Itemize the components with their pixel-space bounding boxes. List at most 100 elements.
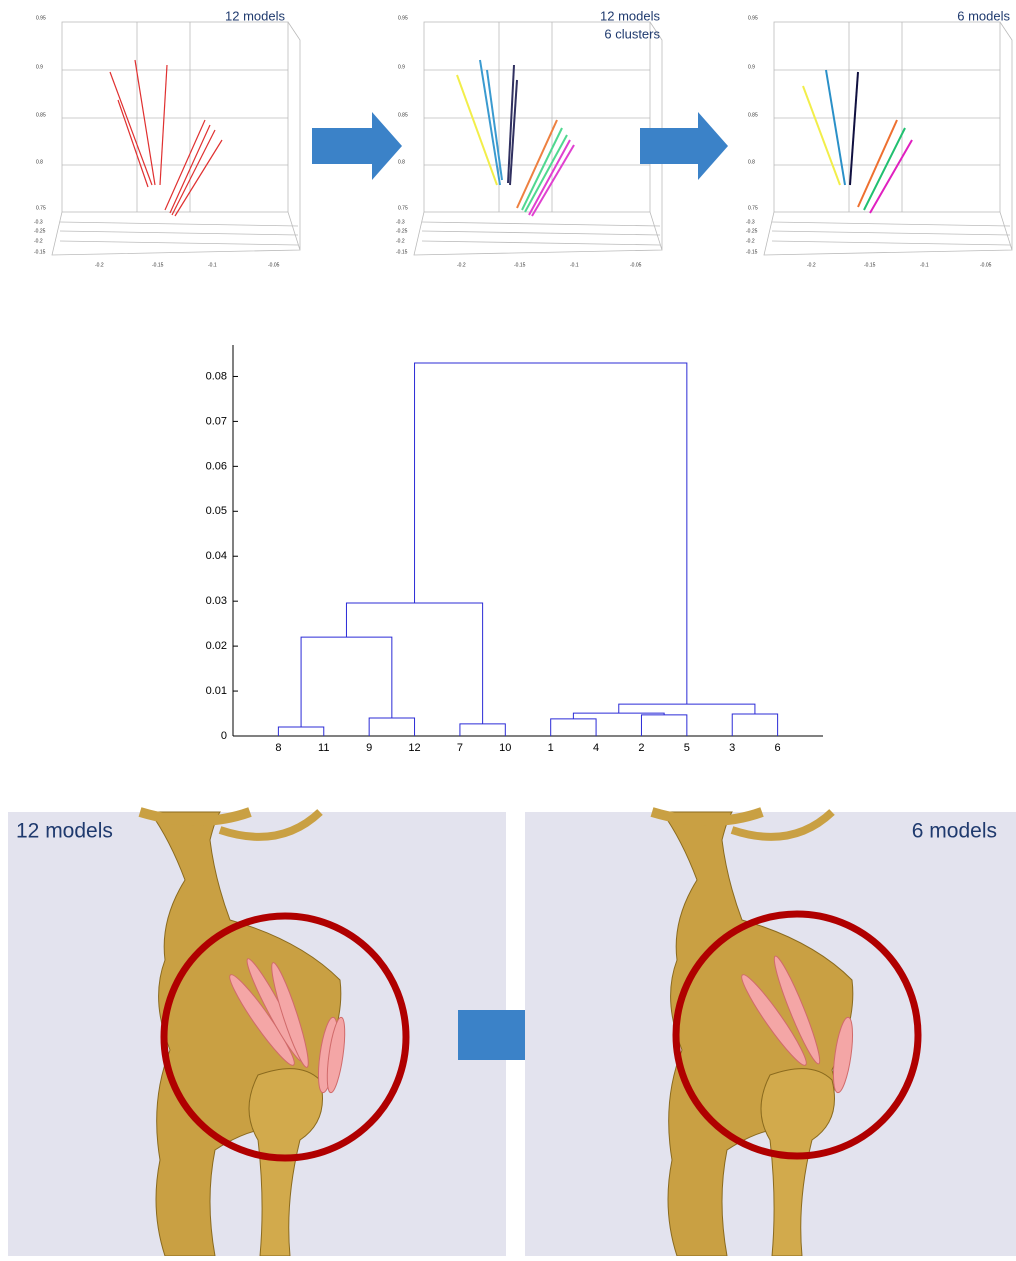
link	[573, 713, 664, 719]
plot-box	[62, 22, 288, 212]
tick-label: -0.2	[95, 262, 104, 268]
tick-label: -0.2	[807, 262, 816, 268]
tick-label: 0.85	[398, 112, 408, 118]
tick-label: -0.2	[34, 238, 43, 244]
tick-label: -0.3	[746, 219, 755, 225]
leaf-label: 6	[775, 742, 781, 754]
model-line	[172, 130, 215, 215]
tick-label: -0.05	[268, 262, 280, 268]
link	[460, 724, 505, 736]
link	[301, 637, 392, 727]
link	[619, 704, 755, 714]
tick-label: 0.95	[36, 15, 46, 21]
model-line	[864, 128, 905, 210]
tick-label: -0.2	[457, 262, 466, 268]
model-line	[532, 145, 574, 216]
plot-box	[424, 22, 650, 212]
y-tick-label: 0.08	[206, 370, 227, 382]
tick-label: 0.9	[36, 64, 43, 70]
link	[641, 715, 686, 736]
grid	[422, 231, 660, 235]
plot-caption: 12 models	[600, 8, 660, 23]
tick-label: -0.25	[34, 228, 46, 234]
y-tick-label: 0.07	[206, 415, 227, 427]
tick-label: 0.95	[748, 15, 758, 21]
arrow	[640, 112, 728, 180]
link	[346, 603, 482, 724]
tick-label: -0.1	[570, 262, 579, 268]
y-tick-label: 0.04	[206, 550, 227, 562]
leaf-label: 4	[593, 742, 599, 754]
tick-label: 0.8	[36, 159, 43, 165]
arrow	[312, 112, 402, 180]
y-tick-label: 0.06	[206, 460, 227, 472]
grid	[772, 231, 1010, 235]
render-left: 12 models	[8, 812, 506, 1256]
render-right: 6 models	[525, 812, 1016, 1256]
plot-caption: 6 clusters	[604, 26, 660, 41]
leaf-label: 1	[548, 742, 554, 754]
link	[415, 363, 687, 704]
dendrogram: 00.010.020.030.040.050.060.070.088119127…	[206, 345, 823, 754]
grid	[60, 241, 298, 245]
link	[732, 714, 777, 736]
tick-label: -0.1	[920, 262, 929, 268]
y-tick-label: 0.05	[206, 505, 227, 517]
plot-floor	[52, 22, 300, 255]
render-label: 12 models	[16, 820, 113, 843]
link	[551, 719, 596, 736]
tick-label: -0.3	[396, 219, 405, 225]
tick-label: -0.1	[208, 262, 217, 268]
plot-caption: 6 models	[957, 8, 1010, 23]
tick-label: 0.8	[748, 159, 755, 165]
tick-label: 0.85	[36, 112, 46, 118]
figure: 0.950.90.850.80.75-0.3-0.25-0.2-0.15-0.2…	[0, 0, 1016, 1256]
model-line	[826, 70, 845, 185]
model-line	[160, 65, 167, 185]
render-label: 6 models	[912, 820, 997, 843]
grid	[60, 222, 298, 226]
y-tick-label: 0.03	[206, 595, 227, 607]
link	[369, 718, 414, 736]
leaf-label: 8	[275, 742, 281, 754]
leaf-label: 5	[684, 742, 690, 754]
tick-label: 0.75	[398, 205, 408, 211]
plot-floor	[414, 22, 662, 255]
y-tick-label: 0.02	[206, 640, 227, 652]
plot-3d: 0.95 0.9 0.85 0.8 0.75 -0.3 -0.25 -0.2 -0.15 -0.2…	[396, 8, 662, 268]
leaf-label: 12	[408, 742, 420, 754]
tick-label: -0.15	[746, 249, 758, 255]
tick-label: -0.05	[980, 262, 992, 268]
tick-label: -0.2	[746, 238, 755, 244]
model-line	[850, 72, 858, 185]
tick-label: -0.15	[396, 249, 408, 255]
grid	[422, 222, 660, 226]
model-line	[803, 86, 840, 185]
tick-label: -0.2	[396, 238, 405, 244]
leaf-label: 2	[638, 742, 644, 754]
tick-label: -0.3	[34, 219, 43, 225]
tick-label: 0.9	[398, 64, 405, 70]
tick-label: -0.25	[396, 228, 408, 234]
tick-label: 0.95	[398, 15, 408, 21]
grid	[422, 241, 660, 245]
plot-caption: 12 models	[225, 8, 285, 23]
y-tick-label: 0	[221, 730, 227, 742]
top-row: 0.95 0.9 0.85 0.8 0.75 -0.3 -0.25 -0.2 -0.15 -0.2…	[34, 8, 1012, 268]
leaf-label: 11	[318, 742, 329, 754]
leaf-label: 10	[499, 742, 511, 754]
tick-label: 0.9	[748, 64, 755, 70]
tick-label: 0.85	[748, 112, 758, 118]
plot-3d: 0.950.90.850.80.75-0.3-0.25-0.2-0.15-0.2…	[746, 8, 1012, 268]
tick-label: 0.8	[398, 159, 405, 165]
model-line	[870, 140, 912, 213]
tick-label: -0.05	[630, 262, 642, 268]
y-tick-label: 0.01	[206, 685, 227, 697]
link	[278, 727, 323, 736]
tick-label: -0.25	[746, 228, 758, 234]
leaf-label: 7	[457, 742, 463, 754]
grid	[772, 222, 1010, 226]
tick-label: -0.15	[34, 249, 46, 255]
tick-label: -0.15	[864, 262, 876, 268]
model-line	[858, 120, 897, 207]
